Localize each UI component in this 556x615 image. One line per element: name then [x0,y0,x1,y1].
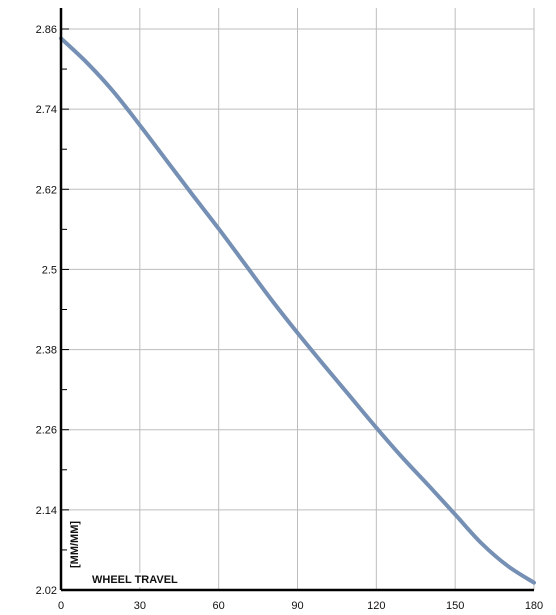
x-tick-label-0: 0 [58,600,64,612]
y-tick-label-6: 2.74 [36,104,57,116]
x-tick-label-1: 30 [134,600,146,612]
y-tick-label-7: 2.86 [36,24,57,36]
y-axis-title-backdrop [68,518,82,570]
x-tick-label-2: 60 [213,600,225,612]
y-tick-label-2: 2.26 [36,425,57,437]
grid-lines [61,8,535,590]
x-tick-label-6: 180 [525,600,543,612]
x-axis-tick-labels: 0 30 60 90 120 150 180 [58,600,543,612]
y-tick-label-1: 2.14 [36,505,57,517]
x-axis-title: WHEEL TRAVEL [92,574,178,586]
y-axis-tick-labels: 2.02 2.14 2.26 2.38 2.5 2.62 2.74 2.86 [36,24,57,597]
x-tick-label-4: 120 [367,600,385,612]
x-tick-label-5: 150 [446,600,464,612]
series-group [59,36,536,585]
y-tick-label-4: 2.5 [42,264,57,276]
y-tick-label-5: 2.62 [36,184,57,196]
series-line-0 [59,36,536,585]
x-tick-label-3: 90 [291,600,303,612]
y-tick-label-3: 2.38 [36,345,57,357]
x-axis-title-backdrop [90,573,181,587]
y-axis-title: [MM/MM] [69,521,81,568]
y-tick-label-0: 2.02 [36,585,57,597]
